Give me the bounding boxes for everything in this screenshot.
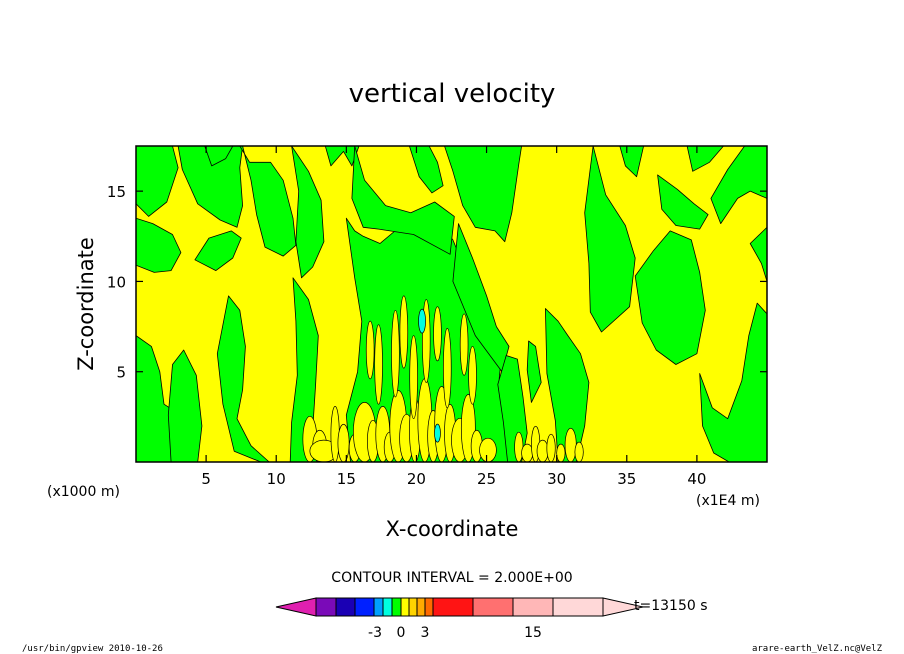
negative-region [545, 308, 590, 462]
convective-cell [514, 431, 524, 462]
colorbar-bin [416, 597, 426, 617]
colorbar-bin [315, 597, 337, 617]
y-axis-label: Z-coordinate [74, 237, 98, 371]
x-scale-note: (x1E4 m) [696, 493, 760, 509]
negative-region [136, 146, 179, 217]
strong-downdraft [418, 308, 426, 334]
colorbar-bin [354, 597, 375, 617]
negative-region [324, 146, 360, 167]
y-axis-ticks: 5 10 15 [107, 183, 767, 382]
negative-region [686, 146, 724, 172]
negative-region [239, 146, 297, 257]
convective-cell [330, 406, 340, 462]
convective-cell [564, 427, 577, 462]
colorbar-bin [432, 597, 474, 617]
colorbar-bin [512, 597, 554, 617]
x-tick-label: 5 [201, 470, 211, 488]
x-tick-label: 30 [547, 470, 566, 488]
x-tick-label: 15 [337, 470, 356, 488]
x-tick-label: 35 [617, 470, 636, 488]
colorbar-high-arrow [602, 597, 644, 617]
negative-region [291, 146, 325, 279]
colorbar-tick-label: 15 [524, 625, 542, 641]
negative-region [710, 146, 767, 224]
convective-cell [574, 441, 584, 462]
x-tick-label: 10 [267, 470, 286, 488]
y-scale-note: (x1000 m) [47, 484, 120, 500]
x-tick-label: 40 [687, 470, 706, 488]
convective-cell [337, 423, 350, 462]
negative-region [699, 302, 767, 462]
convective-cell [399, 295, 409, 369]
convective-cell [536, 439, 549, 462]
convective-cell [409, 335, 418, 420]
colorbar-bin [400, 597, 410, 617]
colorbar-bin [424, 597, 434, 617]
negative-region [444, 146, 522, 243]
time-label: t=13150 s [634, 598, 708, 614]
x-axis-label: X-coordinate [386, 517, 519, 541]
negative-region [289, 277, 319, 462]
negative-region [194, 230, 242, 271]
chart-title: vertical velocity [349, 79, 556, 109]
convective-cell [365, 320, 375, 380]
convective-cell [459, 313, 469, 376]
negative-region [409, 146, 444, 194]
colorbar-low-arrow [275, 597, 317, 617]
y-tick-label: 10 [107, 273, 126, 291]
colorbar-tick-labels: -3 0 3 15 [368, 625, 542, 641]
negative-region [177, 146, 243, 228]
convective-cell [443, 328, 452, 409]
colorbar-bin [472, 597, 514, 617]
plot-frame [135, 145, 768, 463]
velocity-field [136, 146, 767, 462]
negative-region [749, 226, 767, 282]
footer-left: /usr/bin/gpview 2010-10-26 [22, 644, 163, 654]
y-tick-label: 5 [116, 364, 126, 382]
x-axis-ticks: 5 10 15 20 25 30 35 40 [201, 146, 706, 488]
x-tick-label: 25 [477, 470, 496, 488]
convective-cell [433, 306, 442, 362]
convective-cell [479, 437, 497, 462]
colorbar-tick-label: 3 [421, 625, 430, 641]
convective-cell [468, 346, 477, 405]
colorbar-bin [382, 597, 393, 617]
negative-region [167, 349, 203, 462]
plot-area [135, 145, 768, 463]
colorbar-bin [335, 597, 356, 617]
x-tick-label: 20 [407, 470, 426, 488]
convective-cell [546, 433, 556, 462]
convective-cell [556, 443, 566, 462]
contour-interval-label: CONTOUR INTERVAL = 2.000E+00 [331, 570, 572, 586]
convective-cell [391, 309, 400, 398]
negative-region [216, 295, 270, 462]
colorbar-bin [408, 597, 418, 617]
negative-region [452, 223, 510, 373]
strong-downdraft [434, 423, 441, 443]
negative-region [657, 174, 709, 230]
negative-region [584, 146, 636, 333]
negative-region [619, 146, 644, 178]
colorbar-tick-label: 0 [397, 625, 406, 641]
colorbar [275, 597, 644, 617]
negative-region [526, 340, 542, 403]
colorbar-bin [552, 597, 604, 617]
negative-region [634, 230, 706, 365]
y-tick-label: 15 [107, 183, 126, 201]
negative-region [351, 146, 455, 255]
convective-cell [374, 324, 383, 405]
negative-region [204, 146, 234, 167]
colorbar-tick-label: -3 [368, 625, 382, 641]
colorbar-bin [391, 597, 402, 617]
colorbar-bin [373, 597, 384, 617]
footer-right: arare-earth_VelZ.nc@VelZ [752, 644, 883, 654]
negative-region [136, 217, 182, 273]
